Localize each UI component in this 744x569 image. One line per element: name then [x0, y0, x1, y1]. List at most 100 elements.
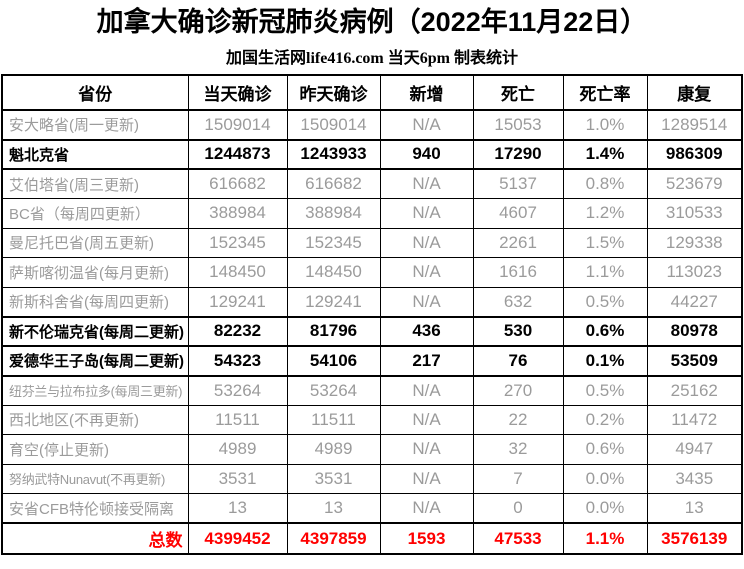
recovered-cell: 986309	[646, 138, 743, 170]
deaths-cell: 530	[472, 315, 564, 347]
deaths-cell: 270	[472, 375, 564, 406]
province-name-cell: 纽芬兰与拉布拉多(每周三更新)	[1, 375, 189, 406]
province-name-cell: 曼尼托巴省(周五更新)	[1, 227, 189, 258]
table-row: 安省CFB特伦顿接受隔离 13 13 N/A 0 0.0% 13	[1, 493, 743, 524]
header-row: 省份 当天确诊 昨天确诊 新增 死亡 死亡率 康复	[1, 74, 743, 111]
death-rate-cell: 1.0%	[562, 109, 648, 140]
col-header-yesterday-confirmed: 昨天确诊	[286, 74, 381, 111]
province-name-cell: 艾伯塔省(周三更新)	[1, 168, 189, 199]
yesterday-confirmed-cell: 616682	[286, 168, 381, 199]
table-row: 努纳武特Nunavut(不再更新) 3531 3531 N/A 7 0.0% 3…	[1, 463, 743, 494]
table-row: 新斯科舍省(每周四更新) 129241 129241 N/A 632 0.5% …	[1, 286, 743, 317]
yesterday-confirmed-cell: 129241	[286, 286, 381, 317]
province-name-cell: 努纳武特Nunavut(不再更新)	[1, 463, 189, 494]
col-header-today-confirmed: 当天确诊	[187, 74, 288, 111]
total-yesterday-confirmed: 4397859	[286, 522, 381, 555]
new-cases-cell: N/A	[379, 286, 474, 317]
today-confirmed-cell: 152345	[187, 227, 288, 258]
deaths-cell: 632	[472, 286, 564, 317]
recovered-cell: 44227	[646, 286, 743, 317]
deaths-cell: 2261	[472, 227, 564, 258]
new-cases-cell: N/A	[379, 168, 474, 199]
yesterday-confirmed-cell: 1509014	[286, 109, 381, 140]
deaths-cell: 76	[472, 345, 564, 377]
recovered-cell: 53509	[646, 345, 743, 377]
recovered-cell: 4947	[646, 434, 743, 465]
province-name-cell: BC省（每周四更新）	[1, 198, 189, 229]
new-cases-cell: N/A	[379, 434, 474, 465]
deaths-cell: 1616	[472, 257, 564, 288]
yesterday-confirmed-cell: 152345	[286, 227, 381, 258]
yesterday-confirmed-cell: 81796	[286, 315, 381, 347]
yesterday-confirmed-cell: 54106	[286, 345, 381, 377]
death-rate-cell: 0.5%	[562, 286, 648, 317]
today-confirmed-cell: 388984	[187, 198, 288, 229]
recovered-cell: 1289514	[646, 109, 743, 140]
table-row: 魁北克省 1244873 1243933 940 17290 1.4% 9863…	[1, 138, 743, 170]
deaths-cell: 4607	[472, 198, 564, 229]
page-title: 加拿大确诊新冠肺炎病例（2022年11月22日）	[96, 7, 648, 37]
death-rate-cell: 1.4%	[562, 138, 648, 170]
new-cases-cell: N/A	[379, 404, 474, 435]
new-cases-cell: N/A	[379, 375, 474, 406]
total-new-cases: 1593	[379, 522, 474, 555]
new-cases-cell: N/A	[379, 493, 474, 524]
col-header-deaths: 死亡	[472, 74, 564, 111]
today-confirmed-cell: 129241	[187, 286, 288, 317]
deaths-cell: 15053	[472, 109, 564, 140]
today-confirmed-cell: 53264	[187, 375, 288, 406]
recovered-cell: 11472	[646, 404, 743, 435]
new-cases-cell: N/A	[379, 109, 474, 140]
province-name-cell: 新斯科舍省(每周四更新)	[1, 286, 189, 317]
today-confirmed-cell: 148450	[187, 257, 288, 288]
deaths-cell: 0	[472, 493, 564, 524]
col-header-death-rate: 死亡率	[562, 74, 648, 111]
new-cases-cell: N/A	[379, 227, 474, 258]
recovered-cell: 3435	[646, 463, 743, 494]
table-row: 爱德华王子岛(每周二更新) 54323 54106 217 76 0.1% 53…	[1, 345, 743, 377]
total-recovered: 3576139	[646, 522, 743, 555]
yesterday-confirmed-cell: 11511	[286, 404, 381, 435]
death-rate-cell: 1.2%	[562, 198, 648, 229]
recovered-cell: 113023	[646, 257, 743, 288]
today-confirmed-cell: 13	[187, 493, 288, 524]
table-row: 萨斯喀彻温省(每月更新) 148450 148450 N/A 1616 1.1%…	[1, 257, 743, 288]
yesterday-confirmed-cell: 4989	[286, 434, 381, 465]
province-name-cell: 安省CFB特伦顿接受隔离	[1, 493, 189, 524]
table-row: 新不伦瑞克省(每周二更新) 82232 81796 436 530 0.6% 8…	[1, 315, 743, 347]
new-cases-cell: N/A	[379, 198, 474, 229]
table-row: 安大略省(周一更新) 1509014 1509014 N/A 15053 1.0…	[1, 109, 743, 140]
table-row: 西北地区(不再更新) 11511 11511 N/A 22 0.2% 11472	[1, 404, 743, 435]
deaths-cell: 22	[472, 404, 564, 435]
death-rate-cell: 0.1%	[562, 345, 648, 377]
death-rate-cell: 1.1%	[562, 257, 648, 288]
death-rate-cell: 0.6%	[562, 315, 648, 347]
new-cases-cell: 940	[379, 138, 474, 170]
death-rate-cell: 0.8%	[562, 168, 648, 199]
covid-cases-table: 省份 当天确诊 昨天确诊 新增 死亡 死亡率 康复 安大略省(周一更新) 150…	[1, 74, 743, 555]
yesterday-confirmed-cell: 388984	[286, 198, 381, 229]
new-cases-cell: N/A	[379, 463, 474, 494]
col-header-recovered: 康复	[646, 74, 743, 111]
province-name-cell: 萨斯喀彻温省(每月更新)	[1, 257, 189, 288]
total-today-confirmed: 4399452	[187, 522, 288, 555]
today-confirmed-cell: 1509014	[187, 109, 288, 140]
table-row: 艾伯塔省(周三更新) 616682 616682 N/A 5137 0.8% 5…	[1, 168, 743, 199]
total-deaths: 47533	[472, 522, 564, 555]
deaths-cell: 17290	[472, 138, 564, 170]
death-rate-cell: 0.0%	[562, 493, 648, 524]
province-name-cell: 西北地区(不再更新)	[1, 404, 189, 435]
yesterday-confirmed-cell: 13	[286, 493, 381, 524]
recovered-cell: 129338	[646, 227, 743, 258]
province-name-cell: 安大略省(周一更新)	[1, 109, 189, 140]
deaths-cell: 32	[472, 434, 564, 465]
today-confirmed-cell: 54323	[187, 345, 288, 377]
table-row: 曼尼托巴省(周五更新) 152345 152345 N/A 2261 1.5% …	[1, 227, 743, 258]
new-cases-cell: 217	[379, 345, 474, 377]
recovered-cell: 13	[646, 493, 743, 524]
total-death-rate: 1.1%	[562, 522, 648, 555]
province-name-cell: 新不伦瑞克省(每周二更新)	[1, 315, 189, 347]
deaths-cell: 7	[472, 463, 564, 494]
death-rate-cell: 1.5%	[562, 227, 648, 258]
